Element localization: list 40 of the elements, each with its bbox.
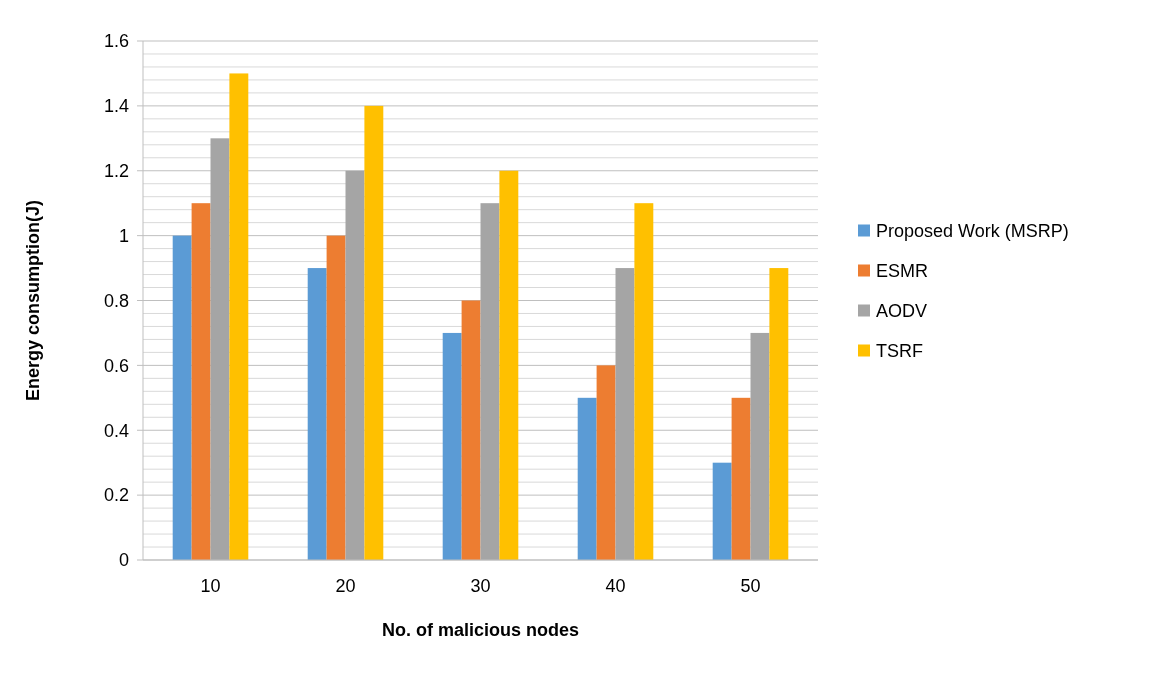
x-tick-label: 30 <box>470 576 491 596</box>
y-axis-title: Energy consumption(J) <box>23 199 43 402</box>
bar <box>364 105 384 560</box>
bar <box>499 170 519 560</box>
legend-label: Proposed Work (MSRP) <box>876 220 1069 241</box>
bar <box>461 300 481 560</box>
y-tick-label: 0.4 <box>103 420 129 441</box>
bar <box>480 203 500 560</box>
bar <box>191 203 211 560</box>
y-tick-label: 0 <box>118 550 129 571</box>
y-tick-label: 0.6 <box>103 355 129 376</box>
bar <box>712 462 732 560</box>
bar <box>442 332 462 560</box>
y-tick-label: 1.2 <box>103 161 129 182</box>
bar <box>172 235 192 560</box>
bar <box>577 397 597 560</box>
bar <box>769 268 789 560</box>
x-tick-label: 20 <box>335 576 356 596</box>
y-tick-label: 0.2 <box>103 485 129 506</box>
y-tick-label: 1 <box>118 225 129 246</box>
y-tick-label: 1.4 <box>103 96 129 117</box>
legend-label: AODV <box>876 300 928 321</box>
bar <box>345 170 365 560</box>
bar <box>634 203 654 560</box>
bar <box>615 268 635 560</box>
bar <box>229 73 249 560</box>
bar <box>307 268 327 560</box>
y-tick-label: 1.6 <box>103 31 129 52</box>
bar <box>210 138 230 560</box>
legend-label: TSRF <box>876 340 923 361</box>
x-tick-label: 50 <box>740 576 761 596</box>
bar <box>596 365 616 560</box>
y-tick-label: 0.8 <box>103 290 129 311</box>
x-tick-label: 40 <box>605 576 626 596</box>
x-tick-label: 10 <box>200 576 221 596</box>
bar <box>750 332 770 560</box>
x-axis-title: No. of malicious nodes <box>381 620 580 640</box>
legend-label: ESMR <box>876 260 929 281</box>
bar <box>731 397 751 560</box>
bar <box>326 235 346 560</box>
